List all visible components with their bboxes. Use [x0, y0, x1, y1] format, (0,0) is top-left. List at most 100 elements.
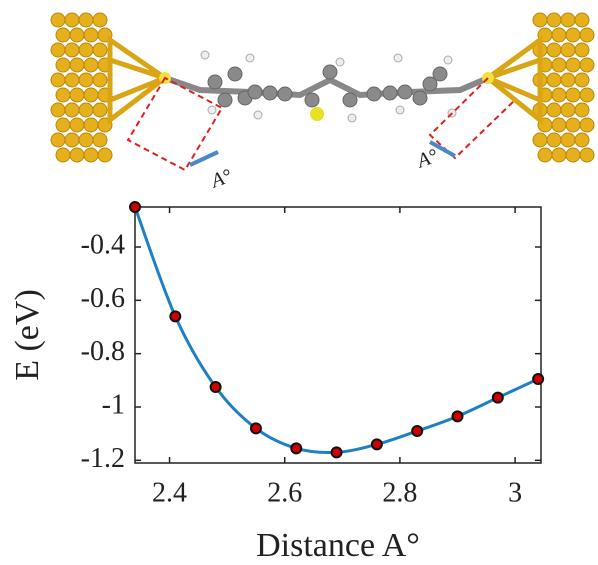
sulfur-atom [310, 107, 324, 121]
distance-guide [126, 76, 224, 172]
gold-atom [50, 102, 66, 118]
gold-atom [83, 57, 99, 73]
bond-chain [164, 75, 490, 99]
gold-atom [64, 42, 80, 58]
gold-atom [551, 87, 567, 103]
carbon-atom [304, 92, 320, 108]
hydrogen-atom [207, 105, 217, 115]
data-line [133, 206, 539, 455]
gold-atom [78, 132, 94, 148]
gold-atom [92, 72, 108, 88]
gold-atom [551, 117, 567, 133]
hydrogen-atom [253, 110, 263, 120]
gold-atom [55, 147, 71, 163]
gold-atom [579, 27, 595, 43]
x-tick-label: 2.4 [152, 477, 187, 508]
gold-atom [78, 72, 94, 88]
gold-atom [69, 27, 85, 43]
data-point [330, 446, 343, 459]
data-point [370, 438, 383, 451]
gold-atom [50, 72, 66, 88]
gold-atom [579, 87, 595, 103]
carbon-atom [277, 86, 293, 102]
hydrogen-atom [347, 113, 357, 123]
gold-atom [546, 132, 562, 148]
carbon-atom [262, 85, 278, 101]
gold-atom [574, 12, 590, 28]
carbon-atom [247, 84, 263, 100]
data-point [532, 373, 545, 385]
data-point [169, 310, 182, 323]
gold-atom [55, 57, 71, 73]
gold-atom [565, 117, 581, 133]
gold-atom [537, 147, 553, 163]
gold-atom [69, 87, 85, 103]
data-point [209, 381, 222, 393]
data-point [411, 425, 424, 437]
gold-atom [64, 12, 80, 28]
carbon-atom [217, 92, 233, 108]
y-tick-label: -0.8 [81, 336, 125, 367]
gold-atom [78, 102, 94, 118]
y-tick-label: -1.2 [81, 443, 125, 474]
gold-atom [565, 27, 581, 43]
gold-atom [83, 27, 99, 43]
gold-atom [83, 147, 99, 163]
gold-atom [64, 72, 80, 88]
gold-atom [50, 12, 66, 28]
gold-atom [92, 102, 108, 118]
y-tick-label: -1 [102, 389, 125, 420]
data-point [129, 201, 141, 213]
x-axis-label: Distance A° [256, 527, 420, 564]
gold-atom [546, 12, 562, 28]
gold-atom [579, 57, 595, 73]
carbon-atom [227, 66, 243, 82]
gold-atom [546, 72, 562, 88]
gold-atom [532, 12, 548, 28]
gold-atom [55, 87, 71, 103]
distance-arrow [429, 140, 456, 158]
gold-atom [55, 27, 71, 43]
gold-atom [78, 42, 94, 58]
carbon-atom [366, 86, 382, 102]
distance-guide [428, 77, 516, 160]
hydrogen-atom [200, 50, 210, 60]
gold-atom [532, 132, 548, 148]
gold-atom [50, 42, 66, 58]
gold-atom [565, 147, 581, 163]
carbon-atom [412, 90, 428, 106]
hydrogen-atom [393, 53, 403, 63]
gold-atom [565, 87, 581, 103]
gold-atom [551, 147, 567, 163]
gold-atom [69, 57, 85, 73]
gold-atom [55, 117, 71, 133]
x-tick-label: 2.6 [267, 477, 302, 508]
gold-atom [83, 87, 99, 103]
carbon-atom [397, 84, 413, 100]
plot-frame [134, 206, 542, 464]
x-tick-label: 2.8 [382, 477, 417, 508]
hydrogen-atom [335, 57, 345, 67]
gold-atom [574, 132, 590, 148]
distance-arrow [189, 150, 219, 167]
gold-atom [551, 57, 567, 73]
gold-atom [579, 147, 595, 163]
gold-atom [83, 117, 99, 133]
gold-atom [546, 102, 562, 118]
gold-atom [574, 72, 590, 88]
molecule-illustration [50, 12, 595, 172]
distance-annotation: A° [206, 165, 234, 193]
carbon-atom [422, 76, 438, 92]
gold-atom [560, 72, 576, 88]
gold-atom [92, 132, 108, 148]
carbon-atom [432, 66, 448, 82]
data-point [491, 391, 504, 404]
hydrogen-atom [245, 53, 255, 63]
gold-atom [560, 12, 576, 28]
y-tick-label: -0.4 [81, 229, 125, 260]
carbon-atom [342, 92, 358, 108]
gold-atom [560, 42, 576, 58]
gold-atom [78, 12, 94, 28]
data-point [249, 422, 262, 435]
